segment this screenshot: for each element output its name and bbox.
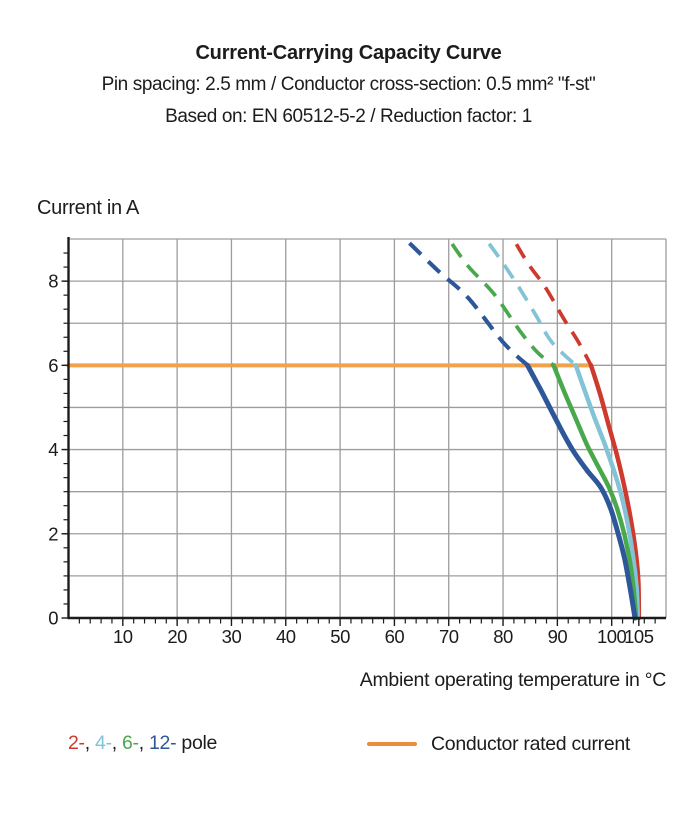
y-tick-label: 6 [48, 355, 58, 376]
legend-pole-segment: 12- [149, 732, 177, 754]
curve-6-pole-dashed [447, 237, 555, 367]
x-axis-title: Ambient operating temperature in °C [359, 669, 667, 691]
y-tick-label: 2 [48, 523, 58, 544]
rated-current-swatch [367, 741, 417, 747]
chart-title: Current-Carrying Capacity Curve [195, 42, 502, 64]
x-tick-label: 80 [493, 626, 513, 647]
curve-2-pole-dashed [511, 238, 593, 367]
rated-current-label: Conductor rated current [431, 732, 631, 755]
legend-pole-segment: 2- [68, 732, 85, 754]
curve-4-pole-dashed [484, 237, 578, 367]
curve-6-pole-solid [551, 363, 639, 621]
y-tick-label: 8 [48, 271, 58, 292]
x-tick-label: 20 [167, 626, 187, 647]
x-tick-label: 90 [548, 626, 568, 647]
x-tick-label: 10 [113, 626, 133, 647]
y-axis-title: Current in A [37, 197, 140, 219]
x-tick-label: 40 [276, 626, 296, 647]
chart-subtitle-spec: Pin spacing: 2.5 mm / Conductor cross-se… [101, 74, 596, 95]
legend-pole-segment: 6- [122, 732, 139, 754]
legend-poles: 2-, 4-, 6-, 12- pole [68, 732, 217, 755]
y-tick-label: 4 [48, 439, 58, 460]
y-tick-label: 0 [48, 608, 58, 629]
curve-2-pole-solid [588, 363, 642, 621]
x-tick-label: 50 [330, 626, 350, 647]
x-tick-label: 60 [385, 626, 405, 647]
legend-pole-segment: , [138, 732, 149, 754]
legend-pole-segment: , [84, 732, 95, 754]
x-tick-label: 30 [222, 626, 242, 647]
legend-pole-segment: 4- [95, 732, 112, 754]
legend-rated: Conductor rated current [367, 732, 630, 756]
curve-4-pole-solid [573, 363, 641, 621]
legend-pole-segment: pole [176, 732, 218, 754]
curve-12-pole-dashed [403, 237, 529, 367]
x-tick-label: 100 [597, 626, 627, 647]
legend-pole-segment: , [111, 732, 122, 754]
x-tick-label: 70 [439, 626, 459, 647]
chart-subtitle-basis: Based on: EN 60512-5-2 / Reduction facto… [165, 106, 532, 127]
x-tick-label: 105 [624, 626, 654, 647]
curve-12-pole-solid [525, 362, 638, 621]
